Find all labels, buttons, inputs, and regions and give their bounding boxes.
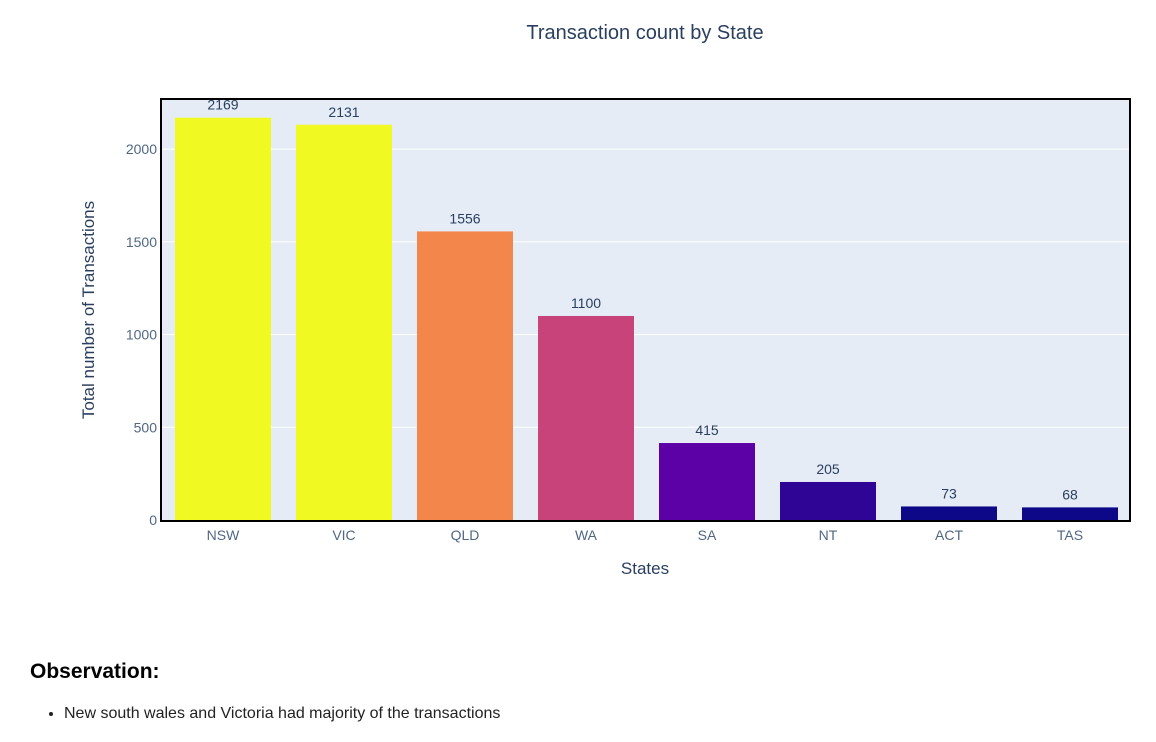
data-label: 2169 (207, 97, 238, 113)
bar-vic (296, 124, 392, 520)
x-tick-label: NT (819, 527, 838, 543)
data-label: 415 (695, 422, 719, 438)
bar-qld (417, 231, 513, 520)
x-tick-label: SA (698, 527, 717, 543)
y-tick-label: 0 (149, 512, 157, 528)
bar-chart: Transaction count by State 2169 2131 1556 1… (79, 22, 1131, 578)
x-tick-label: QLD (451, 527, 480, 543)
bar-wa (538, 315, 634, 520)
bar-nt (780, 481, 876, 520)
plot-border (160, 98, 1131, 522)
observation-heading: Observation: (30, 660, 160, 683)
data-label: 1556 (449, 210, 480, 226)
x-tick-label: TAS (1057, 527, 1083, 543)
y-tick-label: 1500 (126, 234, 157, 250)
y-tick-label: 500 (134, 419, 158, 435)
x-tick-label: ACT (935, 527, 963, 543)
bar-tas (1022, 507, 1118, 520)
data-labels: 2169 2131 1556 1100 415 205 73 68 (207, 97, 1078, 503)
x-tick-label: WA (575, 527, 598, 543)
x-axis-ticks: NSW VIC QLD WA SA NT ACT TAS (207, 527, 1083, 543)
y-tick-label: 1000 (126, 327, 157, 343)
bar-act (901, 506, 997, 520)
x-axis-title: States (621, 559, 669, 578)
y-axis-ticks: 0 500 1000 1500 2000 (126, 141, 157, 528)
bar-sa (659, 443, 755, 520)
data-label: 68 (1062, 486, 1078, 502)
x-tick-label: NSW (207, 527, 240, 543)
chart: Transaction count by State 2169 2131 1556 1… (79, 22, 1131, 578)
bar-nsw (175, 117, 271, 520)
data-label: 205 (816, 461, 840, 477)
observation-item: New south wales and Victoria had majorit… (64, 703, 500, 725)
bars (175, 117, 1118, 520)
data-label: 2131 (328, 104, 359, 120)
chart-title: Transaction count by State (526, 22, 763, 44)
data-label: 1100 (571, 295, 601, 311)
data-label: 73 (941, 485, 957, 501)
x-tick-label: VIC (332, 527, 355, 543)
y-axis-title: Total number of Transactions (79, 201, 98, 419)
observation-list: New south wales and Victoria had majorit… (24, 703, 500, 725)
y-tick-label: 2000 (126, 141, 157, 157)
